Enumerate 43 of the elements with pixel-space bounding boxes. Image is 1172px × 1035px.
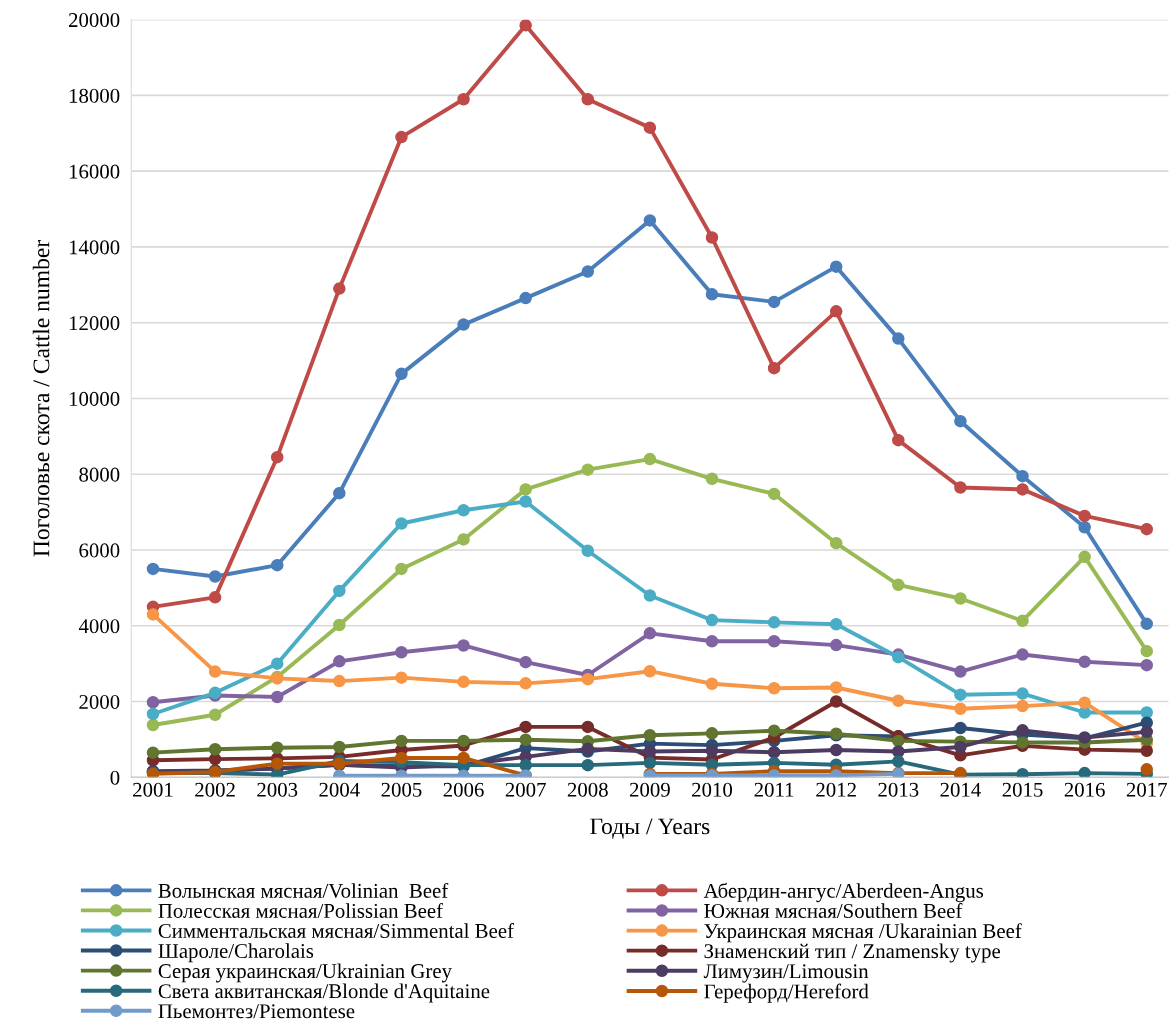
legend-label: Серая украинская/Ukrainian Grey bbox=[158, 963, 452, 983]
x-tick-label: 2003 bbox=[257, 782, 298, 797]
x-tick-label: 2017 bbox=[1126, 782, 1167, 797]
x-tick-label: 2006 bbox=[443, 782, 484, 797]
legend-label: Пьемонтез/Piemontese bbox=[158, 1004, 355, 1019]
y-tick-label: 14000 bbox=[69, 240, 120, 255]
legend-label: Шароле/Charolais bbox=[158, 943, 314, 963]
legend-label: Абердин-ангус/Aberdeen-Angus bbox=[703, 882, 984, 903]
x-tick-label: 2015 bbox=[1002, 782, 1043, 797]
x-tick-label: 2016 bbox=[1064, 782, 1105, 797]
legend-label: Украинская мясная /Ukarainian Beef bbox=[704, 923, 1022, 943]
legend-label: Света аквитанская/Blonde d'Aquitaine bbox=[158, 983, 490, 1003]
x-tick-label: 2001 bbox=[133, 782, 173, 797]
y-tick-label: 0 bbox=[110, 770, 120, 785]
y-tick-label: 2000 bbox=[79, 694, 120, 709]
y-tick-label: 10000 bbox=[69, 391, 120, 406]
legend-label: Герефорд/Hereford bbox=[704, 983, 869, 1003]
legend-label: Волынская мясная/Volinian Beef bbox=[158, 882, 449, 898]
x-tick-label: 2014 bbox=[940, 782, 981, 797]
legend-label: Симментальская мясная/Simmental Beef bbox=[158, 923, 514, 938]
legend-label: Полесская мясная/Polissian Beef bbox=[158, 903, 444, 918]
x-tick-label: 2010 bbox=[692, 782, 733, 797]
x-tick-label: 2009 bbox=[629, 782, 670, 797]
legend-label: Знаменский тип / Znamensky type bbox=[704, 943, 1001, 963]
legend-label: Южная мясная/Southern Beef bbox=[704, 903, 963, 918]
x-tick-label: 2007 bbox=[505, 782, 546, 797]
x-tick-label: 2005 bbox=[381, 782, 422, 797]
y-tick-label: 8000 bbox=[79, 467, 120, 482]
x-tick-label: 2004 bbox=[319, 782, 360, 797]
y-tick-label: 16000 bbox=[69, 164, 120, 179]
legend-label: Лимузин/Limousin bbox=[703, 964, 869, 983]
x-axis-title: Годы / Years bbox=[590, 818, 710, 839]
x-tick-label: 2012 bbox=[816, 782, 856, 797]
x-tick-label: 2002 bbox=[195, 782, 235, 797]
x-tick-label: 2013 bbox=[878, 782, 919, 797]
x-tick-label: 2011 bbox=[754, 782, 794, 797]
y-tick-label: 6000 bbox=[79, 543, 120, 558]
y-axis-title: Поголовье скота / Cattle number bbox=[32, 239, 50, 557]
y-tick-label: 12000 bbox=[69, 316, 120, 331]
y-tick-label: 20000 bbox=[68, 13, 120, 28]
y-tick-label: 18000 bbox=[69, 88, 120, 103]
x-tick-label: 2008 bbox=[567, 782, 608, 797]
y-tick-label: 4000 bbox=[78, 619, 120, 634]
